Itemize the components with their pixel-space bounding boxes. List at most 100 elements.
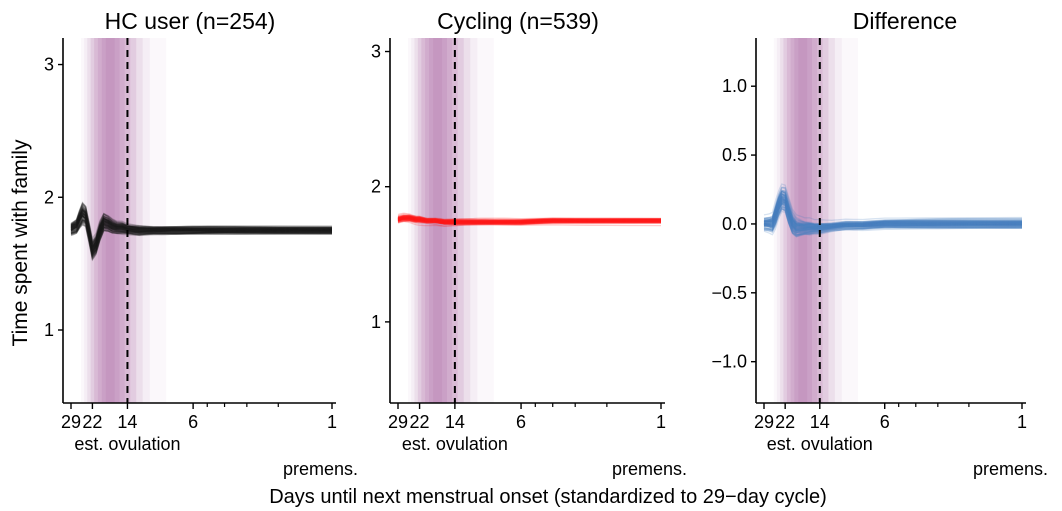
series-line (70, 216, 333, 255)
series-line (763, 190, 1023, 228)
series-line (70, 214, 332, 259)
y-tick-label: −0.5 (711, 283, 747, 303)
series-line (70, 209, 332, 249)
fertile-window-band (798, 38, 808, 403)
series-line (397, 217, 662, 225)
series-line (763, 192, 1023, 229)
series-line (70, 215, 333, 255)
series-line (397, 216, 661, 222)
series-line (70, 213, 333, 251)
series-line (764, 200, 1022, 231)
series-line (763, 202, 1023, 232)
series-line (763, 205, 1023, 232)
series-line (764, 199, 1023, 231)
series-line (763, 203, 1023, 234)
series-line (763, 210, 1023, 237)
series-line (70, 201, 333, 243)
series-line (397, 216, 662, 225)
series-line (397, 216, 662, 224)
series-line (763, 193, 1022, 226)
ovulation-annotation: est. ovulation (402, 434, 508, 454)
series-line (70, 214, 333, 257)
series-line (763, 208, 1023, 237)
series-line (70, 220, 332, 258)
x-tick-label: 22 (82, 412, 102, 432)
x-tick-label: 22 (775, 412, 795, 432)
series-line (763, 201, 1023, 231)
series-line (763, 190, 1023, 229)
series-line (397, 217, 662, 223)
y-tick-label: 1 (371, 312, 381, 332)
y-tick-label: 3 (371, 42, 381, 62)
series-line (70, 208, 333, 246)
series-line (397, 218, 661, 224)
series-line (397, 217, 661, 223)
series-line (70, 212, 332, 251)
series-line (397, 218, 662, 224)
series-line (70, 207, 333, 248)
series-line (763, 202, 1023, 228)
fertile-window-band (433, 38, 443, 403)
series-line (70, 210, 332, 250)
series-line (70, 215, 333, 250)
series-line (763, 204, 1023, 230)
series-line (70, 213, 333, 249)
series-line (397, 218, 661, 225)
series-line (70, 209, 333, 251)
y-tick-label: 3 (44, 55, 54, 75)
series-line (397, 216, 661, 223)
series-line (397, 215, 661, 222)
series-line (764, 198, 1022, 229)
series-line (397, 216, 662, 222)
x-tick-label: 22 (410, 412, 430, 432)
series-line (70, 209, 333, 251)
series-line (764, 203, 1023, 238)
series-line (763, 206, 1023, 236)
fertile-window-band (773, 38, 859, 403)
series-line (763, 195, 1023, 225)
series-line (763, 202, 1023, 236)
fertile-window-band (414, 38, 471, 403)
series-line (763, 189, 1022, 229)
series-line (397, 217, 662, 227)
series-line (397, 217, 661, 223)
series-line (70, 214, 333, 256)
panel-title: Cycling (n=539) (437, 8, 599, 34)
series-line (397, 217, 662, 226)
series-line (764, 200, 1022, 231)
series-line (763, 190, 1023, 228)
series-line (397, 217, 662, 224)
series-line (70, 218, 332, 258)
series-line (397, 217, 662, 223)
series-line (397, 219, 662, 225)
series-line (397, 217, 661, 224)
series-line (70, 215, 333, 252)
series-line (763, 198, 1023, 233)
x-tick-label: 29 (61, 412, 81, 432)
series-line (70, 210, 333, 248)
series-line (397, 216, 661, 223)
series-line (70, 219, 333, 255)
series-line (70, 216, 333, 258)
fertile-window-band (411, 38, 478, 403)
series-line (763, 183, 1023, 221)
series-line (70, 209, 333, 253)
fertile-window-band (425, 38, 453, 403)
series-line (70, 211, 332, 251)
series-line (70, 223, 333, 260)
series-line (397, 217, 661, 223)
fertile-window-band (790, 38, 818, 403)
series-line (763, 208, 1022, 237)
series-line (397, 217, 661, 223)
series-line (70, 202, 333, 241)
series-line (70, 218, 333, 255)
series-line (397, 217, 662, 223)
series-line (70, 211, 333, 252)
series-line (763, 200, 1023, 228)
series-line (397, 216, 662, 222)
y-tick-label: 0.0 (722, 214, 747, 234)
series-line (397, 214, 661, 221)
series-line (763, 206, 1022, 237)
premens-annotation: premens. (612, 459, 687, 479)
